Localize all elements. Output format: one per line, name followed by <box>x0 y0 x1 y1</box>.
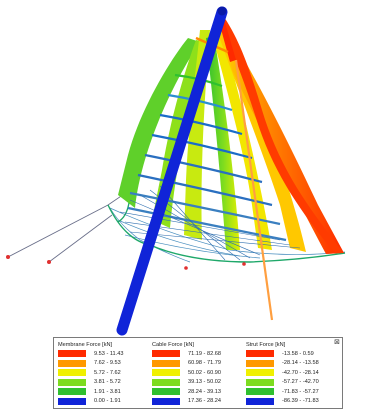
force-legend: ⊠ Membrane Force [kN] 9.53 - 11.43 7.62 - … <box>53 337 343 409</box>
legend-range-label: 39.13 - 50.02 <box>188 379 221 386</box>
legend-range-label: 17.36 - 28.24 <box>188 398 221 405</box>
legend-range-label: 5.72 - 7.62 <box>94 369 121 376</box>
legend-range-label: 1.91 - 3.81 <box>94 388 121 395</box>
legend-row: 7.62 - 9.53 <box>58 359 150 369</box>
legend-swatch <box>152 369 180 377</box>
legend-row: 1.91 - 3.81 <box>58 387 150 397</box>
legend-range-label: -57.27 - -42.70 <box>282 379 319 386</box>
legend-range-label: -86.39 - -71.83 <box>282 398 319 405</box>
legend-row: 17.36 - 28.24 <box>152 397 244 407</box>
legend-range-label: 50.02 - 60.90 <box>188 369 221 376</box>
guy-cables <box>7 189 131 263</box>
legend-swatch <box>246 359 274 367</box>
legend-row: -28.14 - -13.58 <box>246 359 338 369</box>
legend-row: -86.39 - -71.83 <box>246 397 338 407</box>
legend-swatch <box>152 378 180 386</box>
legend-group-title: Cable Force [kN] <box>152 342 194 348</box>
legend-row: 28.24 - 39.13 <box>152 387 244 397</box>
legend-swatch <box>246 388 274 396</box>
legend-swatch <box>246 350 274 358</box>
legend-row: 39.13 - 50.02 <box>152 378 244 388</box>
legend-row: 5.72 - 7.62 <box>58 368 150 378</box>
legend-range-label: 60.98 - 71.79 <box>188 360 221 367</box>
legend-range-label: -71.83 - -57.27 <box>282 388 319 395</box>
anchor-point <box>184 266 188 270</box>
legend-row: 0.00 - 1.91 <box>58 397 150 407</box>
legend-range-label: 71.19 - 82.68 <box>188 350 221 357</box>
legend-swatch <box>152 350 180 358</box>
legend-group: Membrane Force [kN] 9.53 - 11.43 7.62 - 9.… <box>58 341 150 406</box>
membrane-middle <box>206 24 306 252</box>
legend-row: 60.98 - 71.79 <box>152 359 244 369</box>
legend-range-label: 9.53 - 11.43 <box>94 350 124 357</box>
legend-group: Strut Force [kN] -13.58 - 0.59 -28.14 - -1… <box>246 341 338 406</box>
legend-range-label: 7.62 - 9.53 <box>94 360 121 367</box>
legend-row: 3.81 - 5.72 <box>58 378 150 388</box>
legend-row: 71.19 - 82.68 <box>152 349 244 359</box>
legend-group-title: Strut Force [kN] <box>246 342 286 348</box>
legend-range-label: -42.70 - -28.14 <box>282 369 319 376</box>
legend-row: 50.02 - 60.90 <box>152 368 244 378</box>
legend-swatch <box>246 397 274 405</box>
legend-swatch <box>152 359 180 367</box>
anchor-point <box>6 255 10 259</box>
close-icon[interactable]: ⊠ <box>334 339 340 346</box>
legend-range-label: 3.81 - 5.72 <box>94 379 121 386</box>
legend-row: 9.53 - 11.43 <box>58 349 150 359</box>
legend-range-label: 0.00 - 1.91 <box>94 398 121 405</box>
anchor-point <box>47 260 51 264</box>
legend-range-label: -28.14 - -13.58 <box>282 360 319 367</box>
legend-swatch <box>152 397 180 405</box>
legend-swatch <box>58 359 86 367</box>
legend-range-label: -13.58 - 0.59 <box>282 350 314 357</box>
legend-swatch <box>58 369 86 377</box>
legend-row: -42.70 - -28.14 <box>246 368 338 378</box>
legend-range-label: 28.24 - 39.13 <box>188 388 221 395</box>
legend-swatch <box>246 369 274 377</box>
legend-row: -71.83 - -57.27 <box>246 387 338 397</box>
legend-swatch <box>58 378 86 386</box>
legend-row: -57.27 - -42.70 <box>246 378 338 388</box>
legend-swatch <box>152 388 180 396</box>
legend-swatch <box>58 388 86 396</box>
anchor-point <box>242 262 246 266</box>
legend-group: Cable Force [kN] 71.19 - 82.68 60.98 - 71.… <box>152 341 244 406</box>
legend-group-title: Membrane Force [kN] <box>58 342 113 348</box>
mast <box>116 6 228 336</box>
legend-swatch <box>246 378 274 386</box>
legend-swatch <box>58 397 86 405</box>
legend-row: -13.58 - 0.59 <box>246 349 338 359</box>
legend-swatch <box>58 350 86 358</box>
